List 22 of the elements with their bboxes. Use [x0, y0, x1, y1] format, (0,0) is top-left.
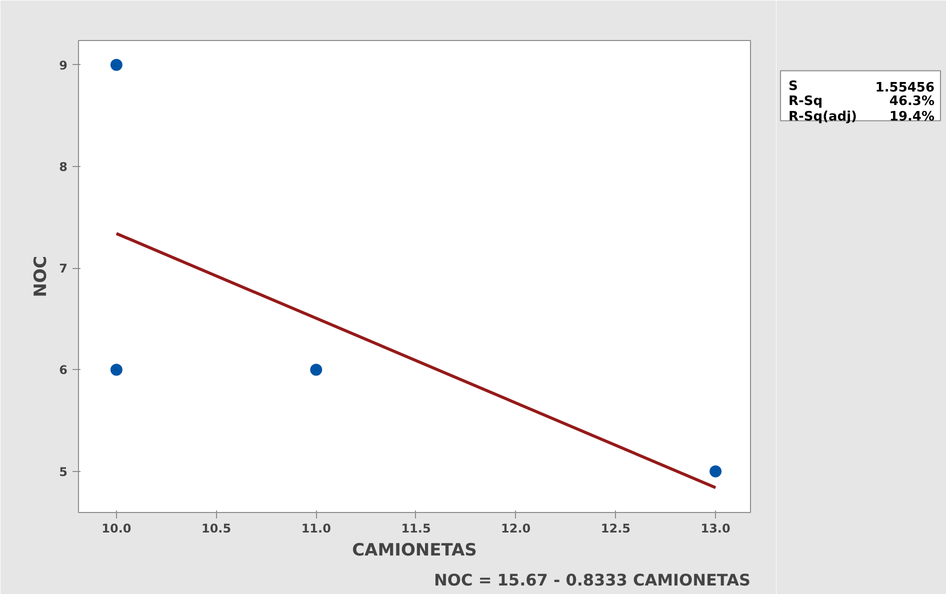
y-tick-label: 9 [59, 58, 68, 72]
x-tick-label: 10.5 [201, 522, 232, 536]
x-tick-label: 13.0 [700, 522, 730, 536]
text: NOC = 15.67 - 0.8333 CAMIONETAS [434, 570, 750, 590]
y-tick-label: 7 [59, 262, 68, 276]
text: R-Sq 46.3% [788, 94, 935, 110]
y-tick-label: 6 [59, 363, 68, 378]
x-tick-label: 11.0 [301, 522, 331, 536]
text: S 1.55456 [788, 79, 935, 96]
x-tick-label: 12.0 [501, 522, 531, 536]
point [310, 364, 322, 376]
point [110, 364, 122, 376]
y-axis-title: NOC [31, 256, 52, 298]
y-tick-label: 5 [59, 464, 68, 479]
x-tick-label: 12.5 [600, 522, 631, 536]
point [710, 465, 722, 478]
text: R-Sq(adj) 19.4% [788, 109, 935, 124]
point [110, 58, 122, 71]
x-axis-title: CAMIONETAS [352, 540, 477, 560]
y-tick-label: 8 [59, 160, 68, 174]
x-tick-label: 11.5 [401, 522, 431, 536]
x-tick-label: 10.0 [102, 522, 132, 536]
